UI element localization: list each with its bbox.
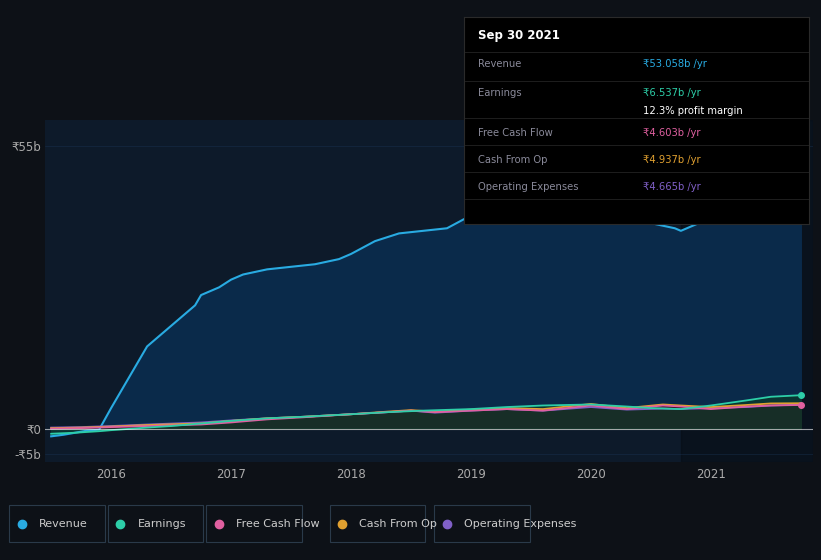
Text: Free Cash Flow: Free Cash Flow (478, 128, 553, 138)
Text: Free Cash Flow: Free Cash Flow (236, 519, 319, 529)
Text: Cash From Op: Cash From Op (360, 519, 437, 529)
Text: ₹6.537b /yr: ₹6.537b /yr (643, 88, 701, 99)
Bar (681, 120, 813, 462)
Text: Operating Expenses: Operating Expenses (478, 181, 578, 192)
Text: ₹53.058b /yr: ₹53.058b /yr (643, 59, 707, 69)
Text: Sep 30 2021: Sep 30 2021 (478, 29, 560, 42)
Text: ₹4.937b /yr: ₹4.937b /yr (643, 155, 701, 165)
Text: Earnings: Earnings (478, 88, 521, 99)
Text: Revenue: Revenue (478, 59, 521, 69)
Text: Revenue: Revenue (39, 519, 88, 529)
Text: ₹4.603b /yr: ₹4.603b /yr (643, 128, 700, 138)
Text: Operating Expenses: Operating Expenses (464, 519, 576, 529)
Text: 12.3% profit margin: 12.3% profit margin (643, 106, 743, 116)
Text: ₹4.665b /yr: ₹4.665b /yr (643, 181, 701, 192)
Text: Earnings: Earnings (138, 519, 186, 529)
Text: Cash From Op: Cash From Op (478, 155, 547, 165)
